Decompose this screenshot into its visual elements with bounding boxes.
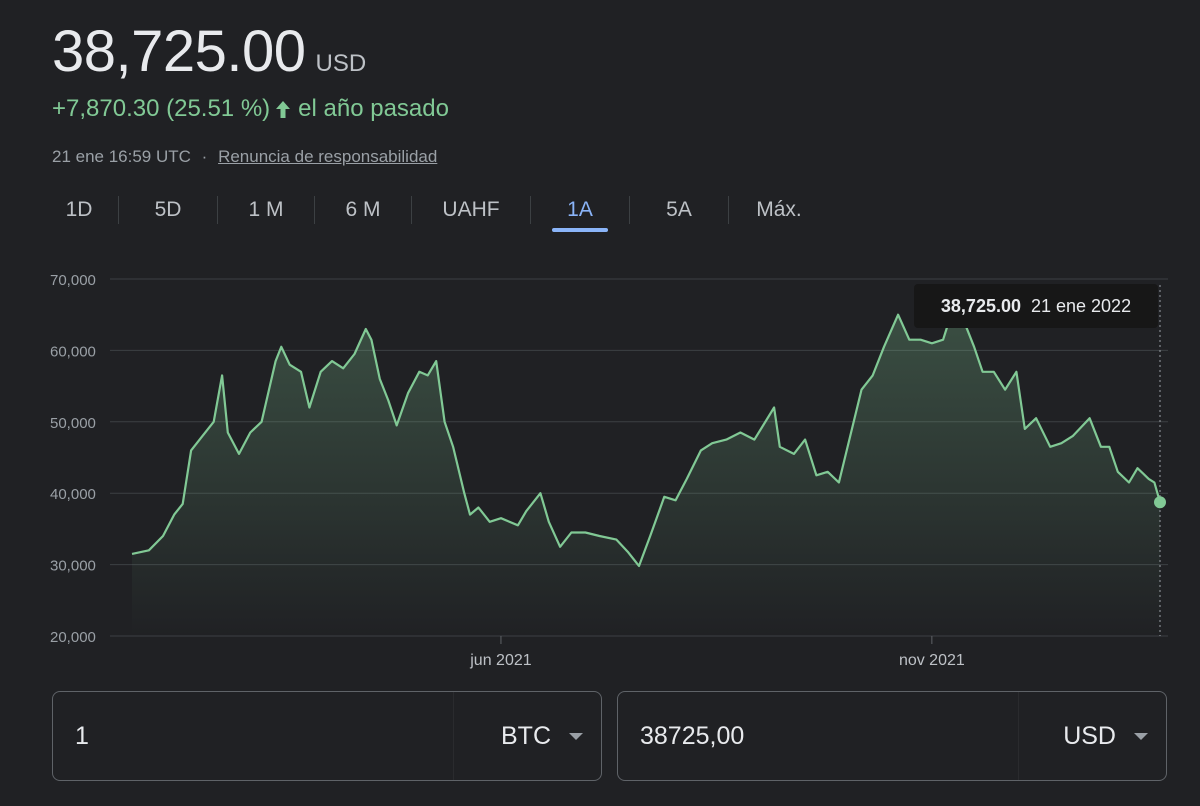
x-tick-label: jun 2021 <box>469 652 531 669</box>
price-line <box>131 302 1162 568</box>
tab-divider <box>314 196 315 224</box>
y-tick-label: 50,000 <box>50 415 96 432</box>
tab-divider <box>629 196 630 224</box>
tab-divider <box>411 196 412 224</box>
tab-divider <box>728 196 729 224</box>
price-chart[interactable]: 70,000 60,000 50,000 40,000 30,000 20,000 jun … <box>0 255 1200 675</box>
y-tick-label: 60,000 <box>50 343 96 360</box>
from-currency-select[interactable]: BTC <box>453 692 601 780</box>
y-tick-label: 20,000 <box>50 629 96 646</box>
to-amount-input[interactable] <box>618 720 1018 752</box>
hover-point <box>1154 496 1166 509</box>
tab-1d[interactable]: 1D <box>65 198 93 221</box>
tab-1m[interactable]: 1 M <box>248 198 284 221</box>
change-period: el año pasado <box>298 95 449 122</box>
chevron-down-icon <box>569 732 583 740</box>
to-currency-select[interactable]: USD <box>1018 692 1166 780</box>
tab-5y[interactable]: 5A <box>666 198 692 221</box>
tab-5d[interactable]: 5D <box>154 198 182 221</box>
current-price: 38,725.00 <box>52 19 306 84</box>
price-header: 38,725.00 USD <box>52 18 366 85</box>
meta-separator: · <box>201 147 208 166</box>
to-currency-label: USD <box>1063 721 1116 750</box>
arrow-up-icon <box>276 101 291 118</box>
tooltip-date: 21 ene 2022 <box>1030 295 1132 316</box>
price-area-fill <box>132 304 1160 636</box>
y-tick-label: 30,000 <box>50 558 96 575</box>
tab-divider <box>118 196 119 224</box>
tooltip-value: 38,725.00 <box>940 295 1021 316</box>
tab-1y[interactable]: 1A <box>531 192 629 228</box>
range-tabs: 1D 5D 1 M 6 M UAHF 1A 5A Máx. <box>40 192 829 236</box>
tab-ytd[interactable]: UAHF <box>442 198 500 221</box>
change-value: +7,870.30 (25.51 %) <box>52 95 271 122</box>
from-amount-input[interactable] <box>53 720 453 752</box>
price-change: +7,870.30 (25.51 %) el año pasado <box>52 95 449 123</box>
price-currency: USD <box>315 50 367 77</box>
tab-6m[interactable]: 6 M <box>345 198 381 221</box>
converter-from: BTC <box>52 691 602 781</box>
disclaimer-link[interactable]: Renuncia de responsabilidad <box>218 147 438 166</box>
y-tick-label: 70,000 <box>50 272 96 289</box>
quote-meta: 21 ene 16:59 UTC · Renuncia de responsab… <box>52 147 437 167</box>
chevron-down-icon <box>1134 732 1148 740</box>
tab-max[interactable]: Máx. <box>756 198 802 221</box>
tab-divider <box>217 196 218 224</box>
y-tick-label: 40,000 <box>50 486 96 503</box>
chart-tooltip: 38,725.00 21 ene 2022 <box>914 284 1158 328</box>
from-currency-label: BTC <box>501 721 551 750</box>
quote-timestamp: 21 ene 16:59 UTC <box>52 147 191 166</box>
converter-to: USD <box>617 691 1167 781</box>
x-tick-label: nov 2021 <box>899 652 965 669</box>
